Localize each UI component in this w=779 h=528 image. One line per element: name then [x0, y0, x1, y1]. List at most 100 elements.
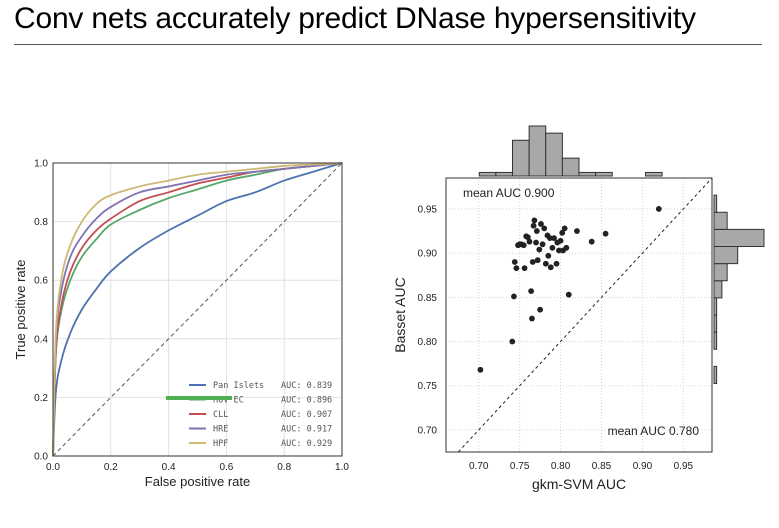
scatter-point	[547, 264, 554, 271]
histogram-bar-gkmsvm	[645, 171, 663, 177]
histogram-bar-gkmsvm	[561, 157, 580, 177]
roc-y-tick-label: 0.6	[34, 276, 48, 287]
histogram-bar-gkmsvm	[478, 171, 497, 177]
legend-label: HUV EC	[213, 396, 244, 406]
scatter-point	[509, 338, 516, 345]
roc-series-line-hre	[52, 162, 343, 457]
scatter-point	[520, 242, 527, 249]
histogram-bar-gkmsvm	[595, 171, 613, 177]
scatter-point	[588, 238, 595, 245]
scatter-point	[556, 247, 562, 254]
roc-x-axis-label: False positive rate	[145, 474, 251, 489]
legend-label: HRE	[213, 425, 228, 435]
scatter-point	[513, 265, 520, 272]
scatter-y-tick-label: 0.85	[418, 293, 438, 304]
histogram-bar-gkmsvm	[528, 125, 547, 177]
scatter-y-tick-label: 0.90	[418, 249, 438, 260]
histogram-bar-basset	[713, 297, 718, 316]
scatter-plot-area	[446, 178, 712, 452]
histogram-bar-basset	[713, 331, 718, 350]
scatter-identity-line	[457, 177, 713, 453]
histogram-bar-gkmsvm	[495, 171, 513, 177]
scatter-point	[542, 260, 549, 267]
roc-y-tick-label: 0.2	[34, 393, 48, 404]
roc-series-line-pan-islets	[52, 162, 343, 457]
roc-chart: 0.0 0.2 0.4 0.6 0.8 1.0 0.0 0.2 0.4 0.6 0.8 1.0 Pan …	[13, 159, 349, 490]
scatter-point	[477, 366, 484, 373]
scatter-point	[549, 244, 556, 251]
scatter-point	[553, 260, 560, 267]
legend-auc: AUC: 0.896	[281, 396, 332, 406]
scatter-point	[511, 293, 517, 300]
roc-y-tick-label: 1.0	[34, 159, 48, 170]
legend-auc: AUC: 0.839	[281, 381, 332, 391]
scatter-y-tick-label: 0.70	[418, 425, 438, 436]
title-divider	[14, 44, 762, 45]
scatter-point	[536, 246, 543, 253]
roc-chance-line	[52, 162, 343, 457]
histogram-bar-basset	[713, 228, 765, 247]
scatter-point	[528, 288, 535, 295]
scatter-point	[524, 234, 531, 241]
roc-x-tick-label: 0.2	[104, 462, 118, 473]
annotation-mean-gkmsvm: mean AUC 0.780	[608, 424, 700, 438]
legend-auc: AUC: 0.907	[281, 410, 332, 420]
scatter-point	[530, 222, 537, 229]
scatter-point	[574, 228, 580, 234]
histogram-bar-basset	[713, 365, 718, 384]
scatter-y-axis-label: Basset AUC	[392, 277, 408, 352]
roc-y-axis-label: True positive rate	[13, 260, 28, 360]
histogram-bar-gkmsvm	[578, 171, 597, 177]
histogram-bar-basset	[713, 194, 718, 213]
slide-title: Conv nets accurately predict DNase hyper…	[14, 2, 696, 35]
roc-x-tick-label: 0.4	[162, 462, 176, 473]
scatter-point	[547, 235, 553, 242]
histogram-bar-basset	[713, 280, 723, 299]
scatter-x-tick-label: 0.85	[592, 461, 612, 472]
roc-x-tick-label: 0.0	[46, 462, 60, 473]
histogram-bar-basset	[713, 263, 728, 282]
scatter-y-tick-label: 0.95	[418, 204, 438, 215]
scatter-x-tick-label: 0.75	[510, 461, 530, 472]
scatter-plot-frame	[445, 177, 713, 453]
scatter-point	[538, 221, 544, 227]
scatter-point	[526, 238, 533, 245]
annotation-mean-basset: mean AUC 0.900	[463, 186, 555, 200]
roc-x-tick-label: 0.8	[277, 462, 291, 473]
scatter-point	[537, 306, 544, 313]
roc-y-tick-label: 0.8	[34, 217, 48, 228]
scatter-point	[565, 291, 572, 298]
scatter-point	[531, 217, 538, 224]
roc-x-tick-label: 0.6	[219, 462, 233, 473]
legend-label: Pan Islets	[213, 381, 264, 391]
roc-x-tick-label: 1.0	[335, 462, 349, 473]
scatter-x-tick-label: 0.70	[469, 461, 489, 472]
scatter-point	[545, 252, 552, 259]
scatter-point	[655, 206, 662, 212]
scatter-point	[529, 259, 536, 265]
scatter-point	[534, 257, 541, 264]
roc-series-line-hpf	[52, 162, 343, 457]
scatter-point	[559, 229, 566, 236]
scatter-y-tick-label: 0.75	[418, 381, 438, 392]
scatter-x-tick-label: 0.90	[633, 461, 653, 472]
scatter-point	[539, 241, 546, 248]
scatter-point	[602, 230, 609, 237]
histogram-bar-basset	[713, 246, 739, 265]
scatter-point	[521, 265, 528, 272]
legend-label: HPF	[213, 439, 228, 449]
scatter-x-tick-label: 0.80	[551, 461, 571, 472]
roc-y-tick-label: 0.0	[34, 452, 48, 463]
roc-plot-frame	[52, 162, 343, 457]
roc-y-tick-label: 0.4	[34, 334, 48, 345]
scatter-chart: 0.70 0.75 0.80 0.85 0.90 0.95 0.70 0.75 0.80 0.85…	[392, 125, 765, 492]
histogram-bar-gkmsvm	[512, 139, 530, 177]
scatter-x-axis-label: gkm-SVM AUC	[532, 476, 626, 492]
scatter-point	[511, 259, 518, 265]
histogram-bar-basset	[713, 314, 718, 333]
legend-auc: AUC: 0.929	[281, 439, 332, 449]
legend-label: CLL	[213, 410, 228, 420]
histogram-bar-basset	[713, 211, 728, 230]
scatter-point	[561, 225, 568, 232]
